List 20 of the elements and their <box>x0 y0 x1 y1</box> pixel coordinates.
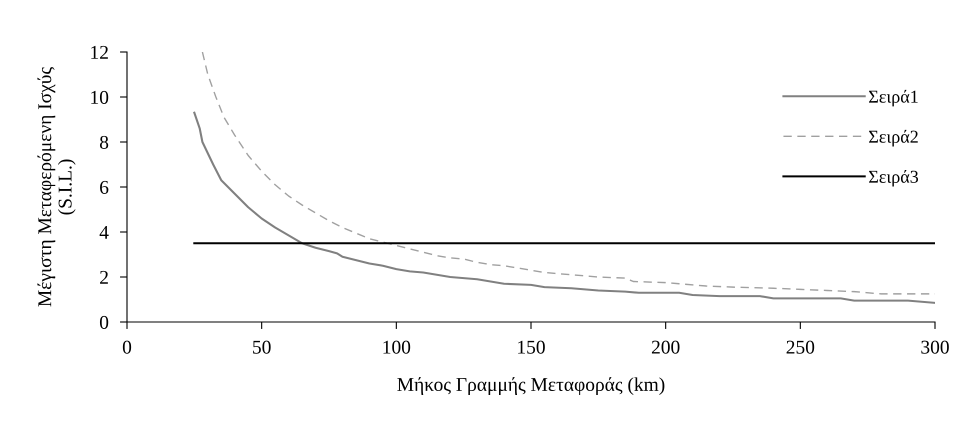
x-tick-label: 150 <box>518 340 545 354</box>
x-tick-label: 100 <box>383 340 410 354</box>
y-tick-label: 10 <box>91 90 108 104</box>
x-tick-label: 50 <box>253 340 271 354</box>
x-tick-label: 300 <box>921 340 949 354</box>
x-axis-title: Μήκος Γραμμής Μεταφοράς (km) <box>397 377 664 396</box>
y-tick-label: 8 <box>100 136 108 149</box>
y-tick-label: 6 <box>100 180 108 194</box>
y-tick-label: 2 <box>100 270 108 284</box>
legend-label: Σειρά1 <box>869 90 918 106</box>
y-axis-title: Μέγιστη Μεταφερόμενη Ισχύς (S.I.L.) <box>37 67 76 307</box>
x-tick-label: 0 <box>122 340 132 354</box>
legend-label: Σειρά3 <box>869 170 918 187</box>
y-tick-label: 12 <box>91 46 108 59</box>
line-series <box>193 112 935 304</box>
legend-label: Σειρά2 <box>869 130 918 146</box>
y-tick-label: 0 <box>100 316 108 329</box>
x-tick-label: 250 <box>786 340 814 354</box>
x-tick-label: 200 <box>652 340 680 354</box>
y-tick-label: 4 <box>100 226 109 239</box>
